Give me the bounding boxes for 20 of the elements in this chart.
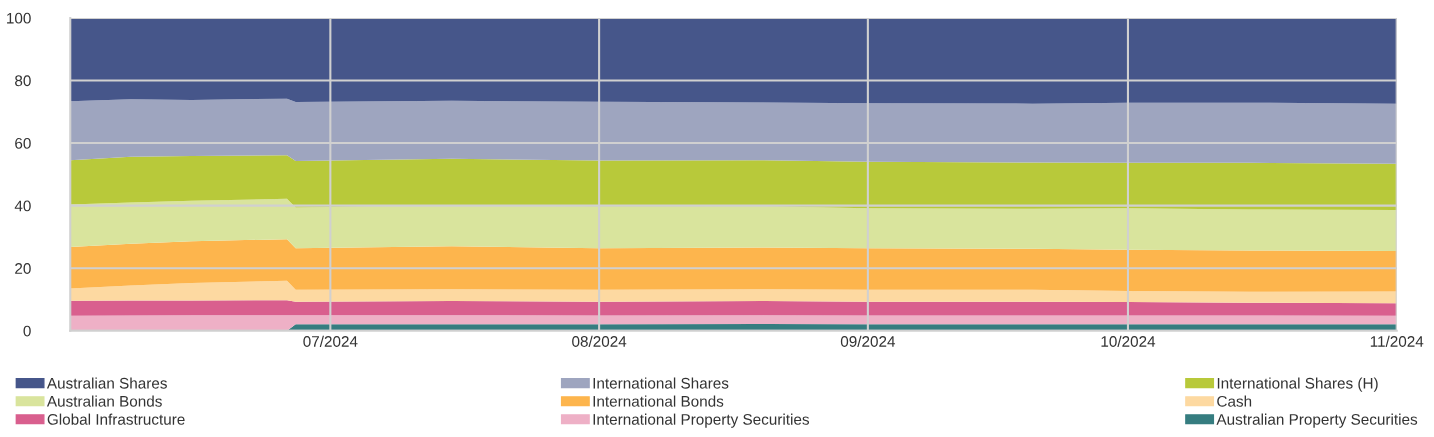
x-tick-label: 10/2024	[1101, 335, 1156, 347]
y-tick-label: 0	[23, 325, 31, 337]
x-tick-label: 09/2024	[840, 335, 896, 347]
legend-label: Global Infrastructure	[47, 413, 185, 425]
legend-label: International Bonds	[593, 395, 724, 407]
legend-label: International Shares	[593, 377, 729, 389]
legend-label: International Shares (H)	[1217, 377, 1378, 392]
y-tick-label: 100	[7, 12, 31, 24]
y-tick-label: 40	[14, 200, 31, 212]
legend-label: Australian Property Securities	[1216, 413, 1418, 428]
y-tick-label: 20	[15, 263, 31, 274]
legend-label: Australian Bonds	[46, 395, 162, 407]
x-tick-label: 07/2024	[303, 335, 358, 347]
x-tick-label: 11/2024	[1370, 335, 1424, 347]
legend-label: Cash	[1217, 395, 1252, 407]
legend-label: International Property Securities	[593, 413, 810, 428]
legend-label: Australian Shares	[46, 377, 167, 389]
y-tick-label: 60	[15, 137, 31, 149]
x-tick-label: 08/2024	[572, 335, 627, 347]
y-tick-label: 80	[15, 75, 31, 87]
